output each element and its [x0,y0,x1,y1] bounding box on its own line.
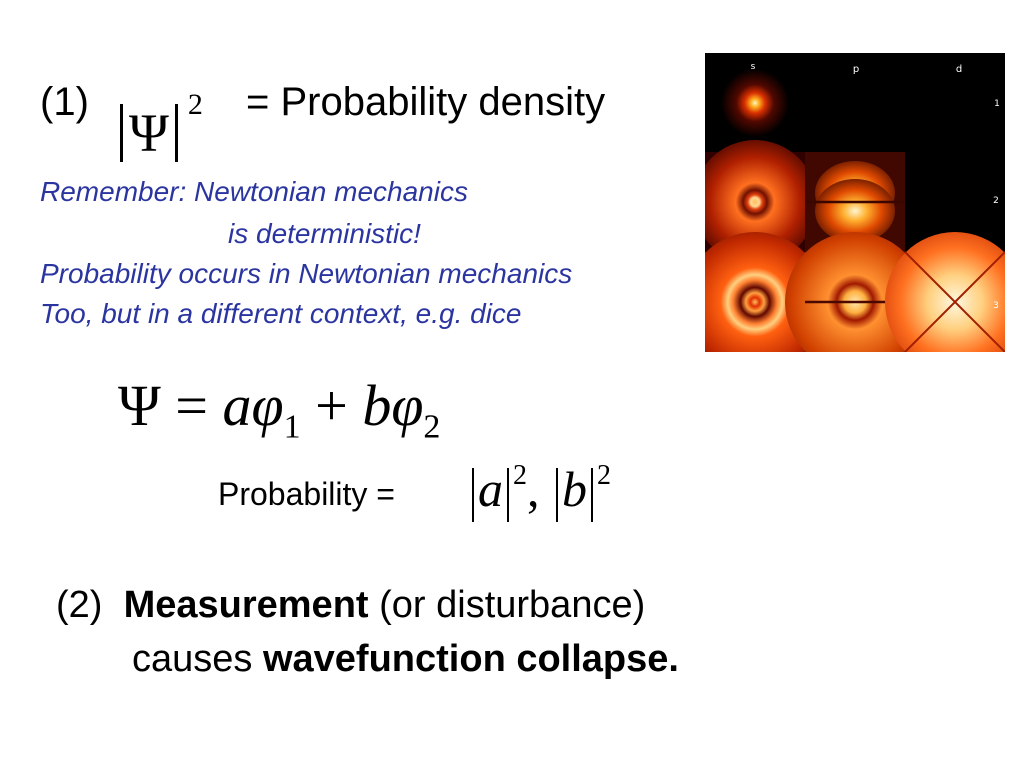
equals-sign: = [175,373,209,438]
orbital-probability-figure: s p d 1 2 3 [685,53,1024,372]
column-label-d: d [956,64,962,75]
abs-bar [591,467,593,522]
phi-symbol: φ [251,373,284,438]
coefficient-a: a [222,373,252,438]
item-2-number: (2) [56,584,103,626]
note-line-3: Probability occurs in Newtonian mechanic… [40,258,573,289]
psi-symbol: Ψ [118,373,161,438]
comma: , [527,461,540,517]
measurement-term: Measurement [123,584,369,626]
coefficient-b: b [362,373,392,438]
orbital-3s [685,232,825,372]
orbital-1p-cell-empty [805,53,905,152]
plus-sign: + [315,373,348,438]
abs-bar [507,467,509,522]
item-2-line-2: causes wavefunction collapse. [132,638,679,681]
row-label-1: 1 [994,99,1000,109]
coefficient-b: b [562,461,587,517]
abs-bar [556,467,558,522]
abs-bar [472,467,474,522]
psi-symbol: Ψ [129,103,169,164]
subscript-2: 2 [423,408,441,446]
orbital-1d-cell-empty [905,53,1005,152]
row-label-2: 2 [993,196,999,206]
abs-bar-left [120,104,123,163]
orbital-2s [693,140,817,264]
exponent: 2 [597,460,611,491]
item-2-line-1: (2) Measurement (or disturbance) [56,584,645,627]
note-line-4: Too, but in a different context, e.g. di… [40,298,522,329]
abs-bar-right [174,104,178,163]
coefficient-a: a [478,461,503,517]
orbital-1s [721,69,789,137]
causes-word: causes [132,638,253,680]
column-label-p: p [853,64,859,75]
phi-symbol: φ [391,373,424,438]
subscript-1: 1 [283,408,301,446]
column-label-s: s [751,62,756,72]
row-label-3: 3 [993,301,999,311]
note-line-1: Remember: Newtonian mechanics [40,176,468,207]
note-line-2: is deterministic! [228,218,421,249]
exponent: 2 [187,88,203,121]
exponent: 2 [513,460,527,491]
disturbance-note: (or disturbance) [379,584,646,626]
orbital-2p-lobe-bottom [815,179,895,243]
probability-label: Probability = [218,476,395,512]
orbital-3d-node-b [904,251,1006,353]
probability-density-label: = Probability density [246,80,606,124]
item-1-number: (1) [40,80,89,124]
orbital-grid-svg: s p d 1 2 3 [685,53,1024,372]
superposition-equation: Ψ = aφ1 + bφ2 [118,372,440,447]
wavefunction-collapse-term: wavefunction collapse. [262,638,679,680]
